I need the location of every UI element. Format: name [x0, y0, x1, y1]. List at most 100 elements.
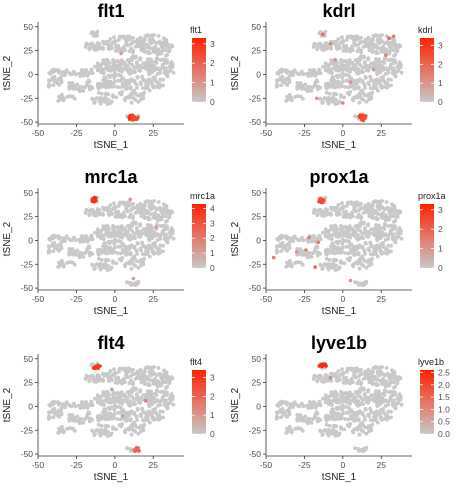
- cell-point: [157, 413, 162, 418]
- cell-point: [103, 427, 108, 432]
- cell-point: [384, 200, 389, 204]
- cell-point: [351, 430, 356, 435]
- cell-point: [147, 45, 151, 49]
- cell-point: [106, 400, 111, 405]
- cell-point: [364, 63, 368, 68]
- cell-point: [352, 410, 356, 415]
- panel-flt4: flt4 -50 -25 0 25 -50 -25 0 25 50 tSNE_1 tSNE_2 flt4…: [0, 332, 228, 498]
- cell-point: [104, 100, 109, 104]
- cell-point: [166, 45, 171, 50]
- cell-point: [67, 81, 72, 85]
- cell-point: [52, 406, 57, 411]
- cell-point: [123, 48, 127, 52]
- cell-point: [394, 69, 399, 74]
- expressing-cell-point: [328, 376, 333, 380]
- cell-point: [357, 56, 362, 60]
- cell-point: [141, 393, 146, 398]
- cell-point: [397, 60, 402, 65]
- cell-point: [155, 238, 160, 242]
- cell-point: [352, 261, 357, 266]
- cell-point: [124, 204, 128, 209]
- cell-point: [374, 33, 379, 38]
- cell-point: [150, 397, 155, 401]
- cell-point: [97, 229, 102, 234]
- cell-point: [93, 378, 98, 382]
- y-tick-label: 25: [252, 212, 262, 222]
- cell-point: [111, 392, 116, 397]
- cell-point: [341, 214, 346, 219]
- cell-point: [313, 80, 318, 85]
- cell-point: [150, 414, 155, 419]
- cell-point: [374, 86, 378, 90]
- cell-point: [356, 281, 361, 285]
- cell-point: [278, 400, 282, 405]
- expressing-cell-point: [133, 448, 138, 452]
- cell-point: [347, 73, 351, 78]
- cell-point: [311, 377, 316, 381]
- cell-point: [339, 392, 344, 397]
- expressing-cell-point: [387, 36, 391, 40]
- cell-point: [308, 417, 312, 421]
- cell-point: [90, 428, 95, 433]
- legend-tick-label: 3: [210, 373, 215, 383]
- x-axis-label: tSNE_1: [322, 306, 357, 317]
- y-tick-label: 50: [24, 22, 34, 32]
- legend-title: flt4: [190, 357, 202, 367]
- cell-point: [166, 235, 171, 240]
- cell-point: [323, 373, 328, 378]
- cell-point: [353, 230, 358, 234]
- cell-point: [377, 199, 382, 204]
- cell-point: [393, 52, 398, 57]
- cell-point: [369, 94, 373, 99]
- cell-point: [353, 82, 358, 86]
- cell-point: [105, 92, 110, 97]
- cell-point: [325, 63, 330, 68]
- cell-point: [67, 250, 71, 255]
- cell-point: [134, 82, 139, 87]
- expressing-cell-point: [304, 248, 308, 252]
- x-tick-label: -50: [260, 294, 273, 304]
- cell-point: [115, 85, 120, 89]
- cell-point: [87, 212, 92, 217]
- cell-point: [315, 374, 319, 379]
- cell-point: [388, 380, 393, 384]
- legend-tick-label: 1: [438, 244, 443, 254]
- cell-point: [328, 67, 332, 72]
- cell-point: [121, 202, 126, 206]
- cell-point: [132, 79, 137, 83]
- cell-point: [94, 262, 99, 266]
- cell-point: [69, 238, 74, 243]
- cell-point: [67, 416, 71, 421]
- cell-point: [74, 252, 78, 257]
- cell-point: [161, 77, 166, 82]
- y-tick-label: -25: [21, 93, 34, 103]
- cell-point: [124, 34, 129, 39]
- cell-point: [163, 369, 167, 374]
- cell-point: [128, 447, 133, 451]
- cell-point: [101, 78, 105, 83]
- cell-point: [377, 373, 382, 378]
- cell-point: [64, 68, 69, 73]
- legend-tick-label: 0.5: [438, 417, 450, 427]
- cell-point: [356, 79, 361, 84]
- cell-point: [80, 85, 84, 89]
- cell-point: [375, 377, 379, 381]
- cell-point: [374, 252, 378, 256]
- cell-point: [375, 216, 380, 221]
- cell-point: [346, 411, 350, 415]
- cell-point: [356, 67, 361, 71]
- cell-point: [371, 366, 376, 370]
- cell-point: [315, 253, 320, 258]
- cell-point: [146, 395, 151, 400]
- cell-point: [113, 205, 118, 210]
- cell-point: [111, 82, 115, 86]
- cell-point: [305, 403, 309, 408]
- cell-point: [142, 422, 147, 427]
- cell-point: [391, 214, 396, 219]
- cell-point: [131, 50, 135, 55]
- cell-point: [115, 45, 119, 50]
- cell-point: [334, 400, 339, 405]
- cell-point: [132, 397, 137, 401]
- y-tick-label: -25: [249, 425, 262, 435]
- cell-point: [362, 414, 367, 419]
